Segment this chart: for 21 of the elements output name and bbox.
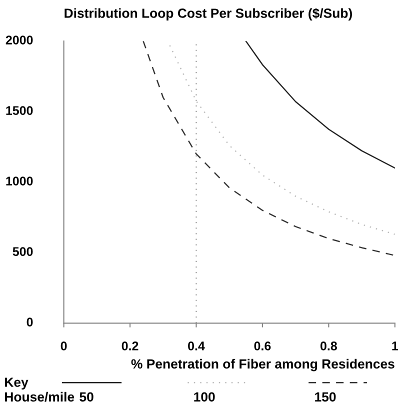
line-series: [142, 41, 395, 256]
legend-label: 100: [194, 392, 215, 402]
y-tick-label: 1000: [6, 176, 33, 186]
legend-title: Key: [5, 378, 28, 390]
line-series: [245, 41, 395, 169]
legend-label: 150: [315, 392, 336, 402]
x-tick-label: 0.8: [320, 342, 337, 350]
y-tick-label: 500: [12, 247, 33, 256]
x-tick-label: 0.2: [122, 342, 138, 350]
x-axis-title: % Penetration of Fiber among Residences: [131, 358, 394, 372]
text: House/mile: [5, 392, 74, 402]
y-tick-label: 2000: [6, 36, 33, 44]
x-tick-label: 1: [392, 342, 398, 350]
legend-label: 50: [80, 392, 94, 402]
x-tick-label: 0.4: [188, 342, 205, 350]
chart-title: Distribution Loop Cost Per Subscriber ($/Sub): [64, 8, 352, 21]
x-tick-label: 0: [60, 342, 67, 350]
y-tick-label: 0: [26, 318, 33, 327]
x-tick-label: 0.6: [254, 342, 271, 350]
y-tick-label: 1500: [6, 106, 33, 115]
line-series: [169, 44, 395, 235]
